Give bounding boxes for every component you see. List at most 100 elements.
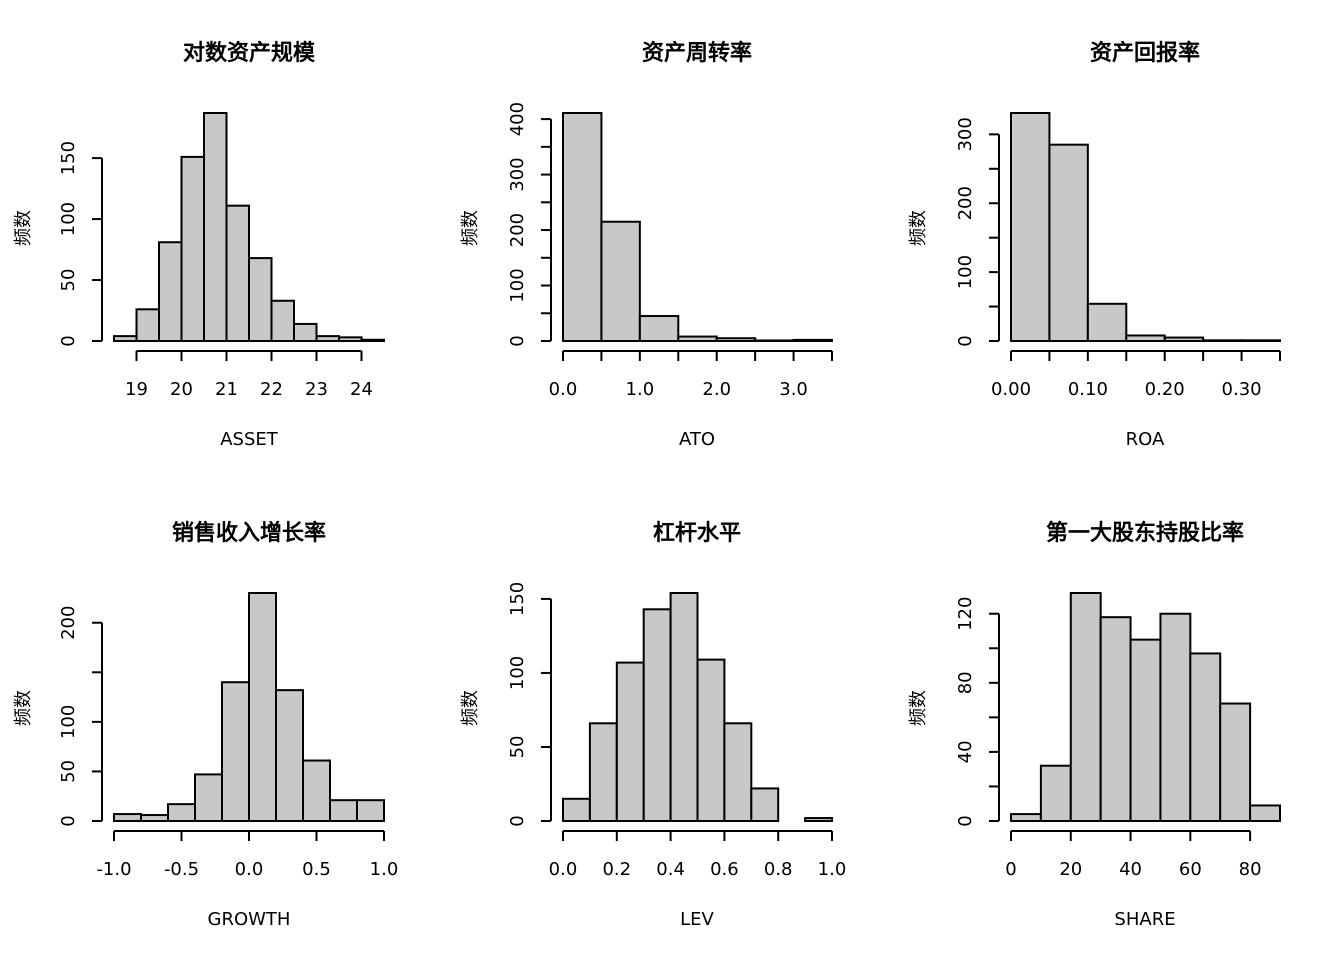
y-tick-label: 300 [507, 157, 528, 191]
x-tick-label: 1.0 [818, 859, 847, 880]
y-tick-label: 40 [955, 740, 976, 763]
x-tick-label: 19 [125, 379, 148, 400]
y-tick-label: 0 [58, 815, 79, 826]
histogram-bar [1125, 334, 1166, 343]
x-tick-label: 0.10 [1068, 379, 1108, 400]
y-tick-label: 0 [58, 335, 79, 346]
histogram-bar [1163, 336, 1205, 342]
x-tick-label: 0.00 [991, 379, 1031, 400]
y-tick-label: 100 [58, 705, 79, 739]
panel-growth: 销售收入增长率 GROWTH 频数 -1.0 -0.5 0.0 0.5 1.0 0 50 10… [13, 520, 398, 930]
histogram-bar [329, 799, 358, 823]
x-axis-label: SHARE [1114, 909, 1175, 930]
histogram-bar [1240, 339, 1281, 343]
histogram-bar [360, 338, 385, 343]
y-axis-label: 频数 [460, 690, 481, 726]
y-tick-label: 0 [955, 815, 976, 826]
histogram-bar [669, 592, 699, 822]
histogram-bar [1099, 616, 1132, 822]
panel-title: 第一大股东持股比率 [1046, 520, 1244, 546]
y-tick-label: 150 [507, 582, 528, 616]
panel-share: 第一大股东持股比率 SHARE 频数 0 20 40 60 80 0 40 80 120 [908, 520, 1281, 930]
histogram-bar [1086, 302, 1128, 342]
histogram-bar [1249, 804, 1281, 822]
histogram-bar [638, 315, 680, 343]
y-tick-label: 200 [507, 213, 528, 247]
panel-asset: 对数资产规模 ASSET 频数 19 20 21 22 23 24 0 50 100 150 [13, 40, 385, 450]
histogram-bar [600, 220, 641, 342]
panel-title: 对数资产规模 [183, 40, 316, 66]
histogram-bar [167, 803, 196, 823]
y-tick-label: 300 [955, 117, 976, 151]
x-tick-label: 20 [170, 379, 193, 400]
histogram-bar [723, 722, 753, 822]
histogram-bar [140, 814, 169, 823]
y-tick-label: 400 [507, 102, 528, 136]
histogram-bar [1202, 339, 1243, 343]
histogram-bar [113, 335, 138, 342]
histogram-bar [588, 722, 618, 822]
y-axis-label: 频数 [13, 210, 34, 246]
x-tick-label: 23 [305, 379, 328, 400]
histogram-bar [180, 155, 205, 342]
x-tick-label: 1.0 [626, 379, 655, 400]
y-tick-label: 0 [507, 335, 528, 346]
histogram-bar [248, 257, 273, 342]
panel-title: 销售收入增长率 [172, 520, 326, 546]
histogram-bar [221, 681, 250, 823]
histogram-bar [1010, 112, 1051, 342]
y-axis-label: 频数 [13, 690, 34, 726]
histogram-bar [135, 308, 160, 343]
x-tick-label: 80 [1239, 859, 1262, 880]
y-tick-label: 200 [58, 606, 79, 640]
histogram-bar [270, 299, 295, 343]
x-tick-label: 0 [1005, 859, 1016, 880]
panel-title: 杠杆水平 [653, 520, 741, 546]
histogram-bar [792, 338, 833, 342]
histogram-bar [293, 322, 318, 342]
y-tick-label: 0 [955, 335, 976, 346]
x-tick-label: -1.0 [96, 859, 131, 880]
panel-title: 资产周转率 [642, 40, 752, 66]
y-tick-label: 50 [58, 760, 79, 783]
histogram-bar [203, 112, 228, 342]
panel-title: 资产回报率 [1090, 40, 1200, 66]
histogram-bar [804, 817, 833, 822]
y-tick-label: 0 [507, 815, 528, 826]
panel-lev: 杠杆水平 LEV 频数 0.0 0.2 0.4 0.6 0.8 1.0 0 50 100 150 [460, 520, 846, 930]
x-tick-label: 21 [215, 379, 238, 400]
histogram-bar [1159, 612, 1192, 823]
x-axis-label: GROWTH [208, 909, 291, 930]
y-tick-label: 80 [955, 671, 976, 694]
histogram-bar [356, 799, 385, 823]
y-tick-label: 120 [955, 597, 976, 631]
x-tick-label: 0.2 [602, 859, 631, 880]
y-tick-label: 50 [58, 269, 79, 292]
x-tick-label: 0.6 [710, 859, 739, 880]
x-tick-label: 40 [1119, 859, 1142, 880]
x-axis-label: ATO [679, 429, 715, 450]
histogram-bar [275, 689, 304, 822]
histogram-bar [754, 339, 795, 342]
histogram-bar [642, 608, 672, 822]
histogram-bar [338, 336, 363, 343]
histogram-bar [1129, 638, 1162, 822]
histogram-bar [302, 759, 331, 823]
y-tick-label: 100 [507, 656, 528, 690]
histogram-bar [1048, 143, 1089, 342]
histogram-bar [696, 658, 726, 822]
x-tick-label: 0.20 [1145, 379, 1185, 400]
histogram-bar [715, 337, 757, 343]
histogram-bar [113, 813, 142, 822]
x-tick-label: 0.0 [549, 379, 578, 400]
histogram-bar [1069, 592, 1102, 822]
x-axis-label: LEV [680, 909, 714, 930]
histogram-bar [1189, 652, 1222, 822]
x-axis-label: ASSET [220, 429, 279, 450]
x-tick-label: 0.4 [656, 859, 685, 880]
y-axis-label: 频数 [908, 690, 929, 726]
histogram-bar [225, 204, 250, 342]
histogram-bar [248, 592, 277, 822]
panel-roa: 资产回报率 ROA 频数 0.00 0.10 0.20 0.30 0 100 200 300 [908, 40, 1281, 450]
